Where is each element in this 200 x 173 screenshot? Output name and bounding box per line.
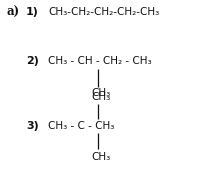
Text: 2): 2): [26, 56, 39, 66]
Text: CH₃: CH₃: [91, 92, 110, 102]
Text: 1): 1): [26, 7, 39, 17]
Text: 3): 3): [26, 121, 39, 131]
Text: CH₃: CH₃: [91, 88, 110, 98]
Text: a): a): [6, 6, 19, 19]
Text: CH₃: CH₃: [91, 152, 110, 162]
Text: CH₃-CH₂-CH₂-CH₂-CH₃: CH₃-CH₂-CH₂-CH₂-CH₃: [48, 7, 159, 17]
Text: CH₃ - CH - CH₂ - CH₃: CH₃ - CH - CH₂ - CH₃: [48, 56, 151, 66]
Text: CH₃ - C - CH₃: CH₃ - C - CH₃: [48, 121, 114, 131]
